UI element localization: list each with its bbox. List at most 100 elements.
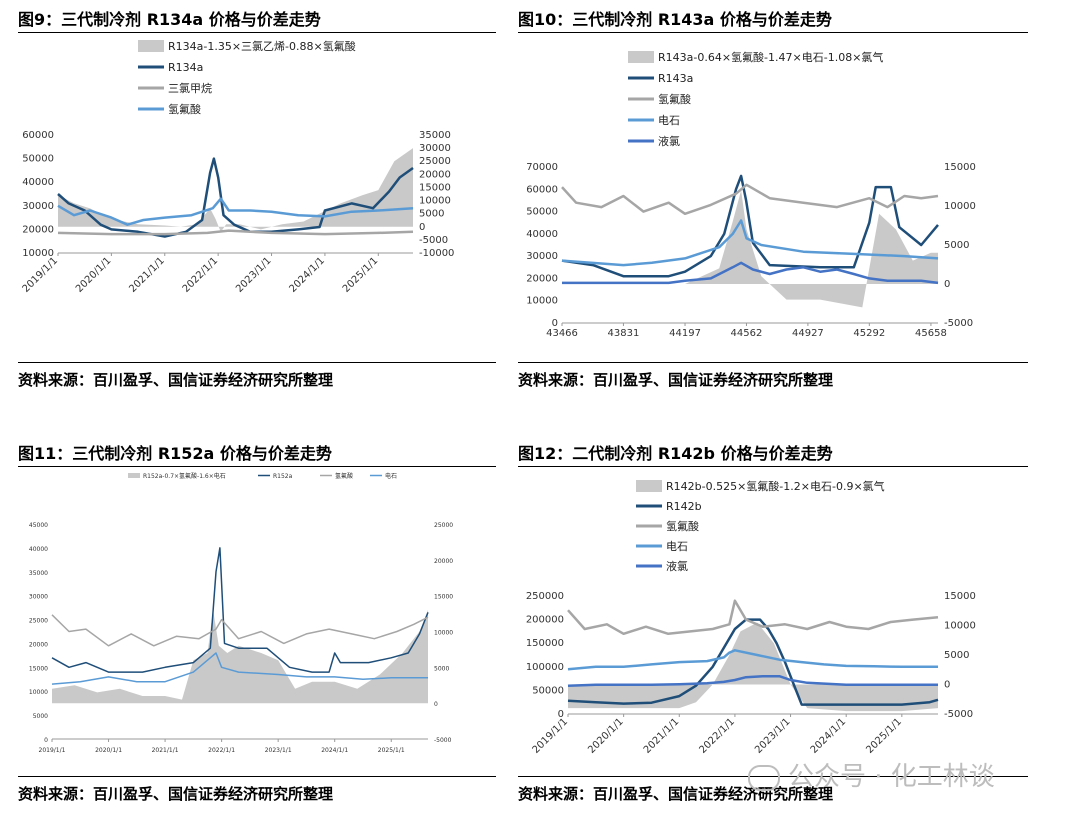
legend-label: R143a-0.64×氢氟酸-1.47×电石-1.08×氯气 <box>658 50 883 64</box>
x-tick-label: 44927 <box>792 328 824 339</box>
y-right-tick-label: 5000 <box>419 209 444 220</box>
y-right-tick-label: 0 <box>944 680 950 691</box>
source-rule <box>518 776 1028 777</box>
y-left-tick-label: 70000 <box>526 162 558 173</box>
chart-title: 图10：三代制冷剂 R143a 价格与价差走势 <box>518 10 832 29</box>
y-left-tick-label: 15000 <box>29 665 48 672</box>
legend-label: 电石 <box>385 472 397 480</box>
y-left-tick-label: 100000 <box>526 662 564 673</box>
legend-label: 三氯甲烷 <box>168 81 212 95</box>
x-tick-label: 2022/1/1 <box>697 716 737 756</box>
x-tick-label: 45292 <box>853 328 885 339</box>
x-tick-label: 2025/1/1 <box>378 747 405 754</box>
chart-panel-r142b: 图12：二代制冷剂 R142b 价格与价差走势 0 50000 100000 1500… <box>518 434 1030 817</box>
legend-label: R143a <box>658 72 693 85</box>
y-left-tick-label: 45000 <box>29 522 48 529</box>
legend-label: R134a-1.35×三氯乙烯-0.88×氢氟酸 <box>168 39 356 53</box>
series-area-spread <box>568 622 938 712</box>
series-line-3 <box>51 652 428 685</box>
chart-panel-r134a: 图9：三代制冷剂 R134a 价格与价差走势 10000 20000 30000 40… <box>18 0 498 400</box>
series-line-2 <box>567 599 939 636</box>
series-line-1 <box>57 157 414 238</box>
y-right-tick-label: -5000 <box>419 235 448 246</box>
legend-label: 液氯 <box>658 134 680 148</box>
series-line-2 <box>57 229 414 236</box>
chart-title: 图9：三代制冷剂 R134a 价格与价差走势 <box>18 10 321 29</box>
y-right-tick-label: 15000 <box>944 591 976 602</box>
series-line-3 <box>57 197 414 226</box>
y-left-tick-label: 5000 <box>33 713 48 720</box>
x-tick-label: 2021/1/1 <box>642 716 682 756</box>
y-right-tick-label: -10000 <box>419 248 454 259</box>
series-line-2 <box>51 614 429 647</box>
x-tick-label: 2023/1/1 <box>753 716 793 756</box>
y-right-tick-label: 15000 <box>419 182 451 193</box>
y-left-tick-label: 0 <box>552 318 558 329</box>
legend-label: R152a-0.7×氢氟酸-1.6×电石 <box>143 472 226 480</box>
y-right-tick-label: 35000 <box>419 130 451 141</box>
series-line-1 <box>51 547 429 673</box>
y-left-tick-label: 20000 <box>526 273 558 284</box>
y-right-tick-label: 10000 <box>944 621 976 632</box>
series-area-spread <box>58 148 413 232</box>
y-left-tick-label: 50000 <box>22 154 54 165</box>
x-tick-label: 2024/1/1 <box>321 747 348 754</box>
legend-label: 氢氟酸 <box>335 472 353 480</box>
x-tick-label: 2022/1/1 <box>181 255 221 295</box>
series-line-4 <box>567 674 938 687</box>
x-tick-label: 2024/1/1 <box>287 255 327 295</box>
y-left-tick-label: 0 <box>558 709 564 720</box>
y-right-tick-label: 5000 <box>944 240 969 251</box>
legend-label: 电石 <box>658 114 680 127</box>
source-rule <box>518 362 1028 363</box>
y-right-tick-label: 15000 <box>944 162 976 173</box>
y-left-tick-label: 60000 <box>22 130 54 141</box>
legend-swatch <box>138 40 164 52</box>
y-right-tick-label: 20000 <box>419 169 451 180</box>
y-right-tick-label: 25000 <box>419 156 451 167</box>
y-left-tick-label: 20000 <box>29 641 48 648</box>
legend-swatch <box>628 51 654 63</box>
watermark-text: 公众号 · 化工林谈 <box>788 762 995 792</box>
y-left-tick-label: 35000 <box>29 570 48 577</box>
legend-label: R142b-0.525×氢氟酸-1.2×电石-0.9×氯气 <box>666 479 885 493</box>
legend-label: 氢氟酸 <box>658 92 691 106</box>
y-right-tick-label: 25000 <box>434 522 453 529</box>
chart-r134a: 10000 20000 30000 40000 50000 60000 -10000 -500… <box>21 39 455 295</box>
series-area-spread <box>52 610 428 704</box>
legend-swatch <box>636 480 662 492</box>
source-rule <box>18 776 496 777</box>
y-left-tick-label: 30000 <box>526 251 558 262</box>
x-tick-label: 2022/1/1 <box>208 747 235 754</box>
y-right-tick-label: 0 <box>434 701 438 708</box>
source-rule <box>18 362 496 363</box>
y-left-tick-label: 250000 <box>526 591 564 602</box>
x-tick-label: 2024/1/1 <box>809 716 849 756</box>
y-left-tick-label: 10000 <box>29 689 48 696</box>
y-right-tick-label: 15000 <box>434 594 453 601</box>
series-area-spread <box>562 190 938 308</box>
x-tick-label: 45658 <box>915 328 947 339</box>
legend-label: R152a <box>273 473 293 480</box>
series-line-4 <box>562 261 939 285</box>
x-tick-label: 2025/1/1 <box>864 716 904 756</box>
x-tick-label: 2023/1/1 <box>265 747 292 754</box>
legend-label: R142b <box>666 500 702 513</box>
y-left-tick-label: 20000 <box>22 224 54 235</box>
x-tick-label: 2023/1/1 <box>234 255 274 295</box>
y-right-tick-label: 30000 <box>419 143 451 154</box>
chart-source: 资料来源：百川盈孚、国信证券经济研究所整理 <box>18 785 334 803</box>
x-tick-label: 2021/1/1 <box>152 747 179 754</box>
x-tick-label: 44562 <box>731 328 763 339</box>
y-right-tick-label: 10000 <box>419 196 451 207</box>
x-tick-label: 2020/1/1 <box>586 716 626 756</box>
y-left-tick-label: 40000 <box>22 177 54 188</box>
y-left-tick-label: 50000 <box>526 207 558 218</box>
series-line-1 <box>561 174 939 278</box>
legend-label: 液氯 <box>666 559 688 573</box>
y-right-tick-label: -5000 <box>434 737 452 744</box>
y-left-tick-label: 40000 <box>526 229 558 240</box>
x-tick-label: 2020/1/1 <box>95 747 122 754</box>
y-left-tick-label: 10000 <box>22 248 54 259</box>
x-tick-label: 43466 <box>546 328 578 339</box>
